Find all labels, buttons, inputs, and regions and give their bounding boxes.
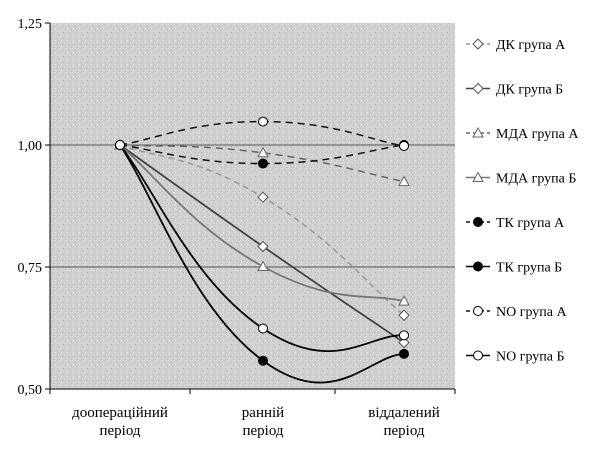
legend-marker-0 bbox=[472, 38, 484, 50]
legend: ДК група А ДК група Б МДА група А МДА група… bbox=[466, 38, 579, 365]
plot-area bbox=[50, 23, 455, 389]
axes bbox=[45, 22, 456, 394]
legend-marker-5 bbox=[473, 261, 483, 272]
x-category-label-0: доопераційний період bbox=[72, 405, 168, 439]
legend-label-5: ТК група Б bbox=[496, 261, 562, 276]
series-0-point-2 bbox=[398, 309, 410, 322]
series-2-point-2 bbox=[398, 175, 410, 187]
series-2-point-1 bbox=[257, 146, 269, 158]
series-3-point-1 bbox=[257, 260, 269, 272]
series-3-point-2 bbox=[398, 295, 410, 306]
y-tick-labels: 0,50 0,75 1,00 1,25 bbox=[18, 17, 43, 398]
legend-marker-7 bbox=[473, 350, 483, 361]
legend-label-7: NO група Б bbox=[496, 350, 565, 365]
series-1-point-2 bbox=[398, 336, 410, 349]
y-tick-label-3: 1,25 bbox=[18, 17, 43, 32]
legend-marker-1 bbox=[472, 82, 484, 95]
series-5-point-2 bbox=[399, 348, 409, 359]
series-6-point-1 bbox=[258, 116, 268, 127]
legend-label-3: МДА група Б bbox=[496, 172, 576, 187]
x-category-labels: доопераційний період ранній період віддалени… bbox=[72, 405, 440, 439]
series-markers bbox=[114, 116, 410, 366]
series-7-point-1 bbox=[258, 323, 268, 334]
series-5-point-1 bbox=[258, 355, 268, 366]
y-tick-label-2: 1,00 bbox=[18, 139, 43, 154]
legend-marker-3 bbox=[472, 171, 484, 182]
legend-label-2: МДА група А bbox=[496, 127, 579, 142]
series-7-point-0 bbox=[115, 140, 125, 150]
series-line-2 bbox=[119, 144, 405, 183]
legend-marker-4 bbox=[473, 217, 483, 227]
y-tick-label-0: 0,50 bbox=[18, 383, 43, 398]
legend-label-1: ДК група Б bbox=[496, 83, 563, 98]
legend-marker-2 bbox=[472, 126, 484, 138]
legend-marker-6 bbox=[473, 306, 483, 316]
legend-label-6: NO група А bbox=[496, 305, 567, 320]
x-category-label-2: віддалений період bbox=[368, 405, 440, 439]
series-7-point-2 bbox=[399, 330, 409, 341]
series-0-point-1 bbox=[257, 191, 269, 203]
series-1-point-1 bbox=[257, 240, 269, 253]
x-category-label-1: ранній період bbox=[242, 405, 284, 439]
legend-label-0: ДК група А bbox=[496, 38, 566, 53]
y-tick-label-1: 0,75 bbox=[18, 261, 43, 276]
legend-label-4: ТК група А bbox=[496, 216, 565, 231]
series-4-point-1 bbox=[258, 158, 268, 169]
series-6-point-2 bbox=[399, 140, 409, 151]
series-line-5 bbox=[119, 144, 405, 384]
